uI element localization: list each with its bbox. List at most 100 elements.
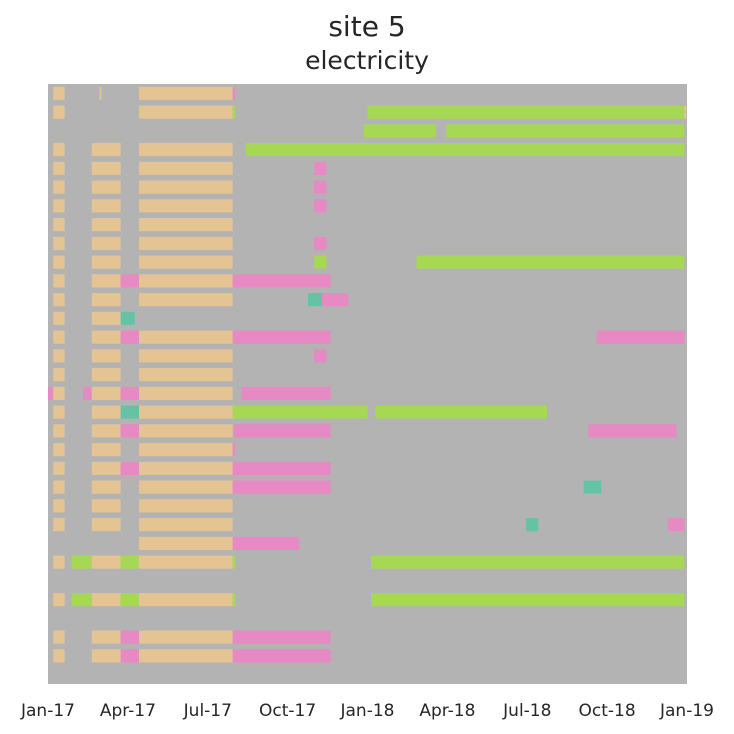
heatmap-cell-beige — [91, 630, 121, 644]
heatmap-cell-beige — [139, 480, 233, 494]
heatmap-cell-beige — [139, 86, 233, 100]
heatmap-cell-teal — [307, 293, 322, 307]
heatmap-cell-pink — [588, 424, 677, 438]
heatmap-cell-pink — [314, 349, 327, 363]
x-tick-label: Jan-18 — [340, 701, 395, 721]
heatmap-cell-beige — [53, 386, 65, 400]
heatmap-cell-green — [367, 105, 685, 119]
heatmap-cell-beige — [53, 86, 65, 100]
heatmap-cell-beige — [684, 105, 687, 119]
heatmap-cell-pink — [232, 649, 331, 663]
heatmap-cell-pink — [314, 236, 327, 250]
heatmap-cell-beige — [53, 161, 65, 175]
heatmap-cell-pink — [120, 424, 140, 438]
heatmap-cell-beige — [53, 105, 65, 119]
heatmap-cell-beige — [53, 311, 65, 325]
heatmap-cell-teal — [120, 405, 140, 419]
heatmap-cell-beige — [91, 161, 121, 175]
heatmap-cell-beige — [91, 255, 121, 269]
heatmap-cell-beige — [91, 405, 121, 419]
heatmap-cell-beige — [53, 293, 65, 307]
heatmap-cell-beige — [91, 386, 121, 400]
heatmap-cell-green — [120, 555, 140, 569]
heatmap-cell-green — [375, 405, 547, 419]
heatmap-cell-beige — [139, 424, 233, 438]
x-tick-label: Oct-17 — [259, 701, 316, 721]
heatmap-cell-beige — [91, 555, 121, 569]
heatmap-cell-beige — [91, 499, 121, 513]
heatmap-cell-beige — [91, 180, 121, 194]
heatmap-cell-pink — [120, 630, 140, 644]
heatmap-cell-beige — [53, 649, 65, 663]
heatmap-cell-beige — [53, 630, 65, 644]
heatmap-cell-pink — [241, 386, 331, 400]
heatmap-cell-pink — [48, 386, 54, 400]
heatmap-cell-beige — [139, 199, 233, 213]
heatmap-cell-beige — [53, 461, 65, 475]
heatmap-cell-pink — [232, 330, 331, 344]
heatmap-cell-beige — [91, 518, 121, 532]
heatmap-cell-pink — [120, 274, 140, 288]
heatmap-cell-beige — [139, 593, 233, 607]
heatmap-cell-beige — [91, 649, 121, 663]
heatmap-cell-beige — [91, 218, 121, 232]
heatmap-cell-beige — [53, 199, 65, 213]
heatmap-cell-beige — [139, 218, 233, 232]
heatmap-cell-green — [232, 105, 236, 119]
x-tick-label: Jul-18 — [502, 701, 551, 721]
heatmap-cell-green — [371, 593, 685, 607]
heatmap-cell-beige — [53, 143, 65, 157]
heatmap-cell-teal — [525, 518, 539, 532]
heatmap-cell-beige — [91, 199, 121, 213]
heatmap-cell-pink — [321, 293, 349, 307]
heatmap-cell-green — [232, 555, 236, 569]
heatmap-cell-green — [314, 255, 327, 269]
heatmap-cell-pink — [233, 424, 331, 438]
heatmap-cell-beige — [53, 255, 65, 269]
heatmap-cell-green — [371, 555, 685, 569]
heatmap-cell-pink — [314, 199, 327, 213]
heatmap-cell-green — [416, 255, 685, 269]
heatmap-cell-pink — [232, 86, 236, 100]
heatmap-cell-beige — [53, 443, 65, 457]
heatmap-cell-beige — [139, 499, 233, 513]
heatmap-cell-pink — [83, 386, 92, 400]
heatmap-cell-green — [446, 124, 685, 138]
heatmap-cell-beige — [91, 368, 121, 382]
x-tick-label: Jan-17 — [20, 701, 75, 721]
heatmap-cell-pink — [232, 536, 300, 550]
x-tick-label: Jan-19 — [659, 701, 714, 721]
heatmap-cell-pink — [232, 461, 331, 475]
heatmap-cell-pink — [120, 461, 140, 475]
heatmap-cell-pink — [667, 518, 685, 532]
heatmap-cell-beige — [139, 105, 233, 119]
heatmap-cell-pink — [232, 274, 331, 288]
heatmap-cell-beige — [139, 536, 233, 550]
heatmap-cell-green — [330, 405, 368, 419]
heatmap-cell-pink — [314, 180, 327, 194]
heatmap-cell-beige — [139, 443, 233, 457]
heatmap-cell-beige — [139, 236, 233, 250]
heatmap-cell-beige — [53, 218, 65, 232]
heatmap-cell-pink — [232, 630, 331, 644]
heatmap-cell-beige — [91, 236, 121, 250]
heatmap-cell-beige — [139, 386, 233, 400]
heatmap-cell-beige — [139, 161, 233, 175]
heatmap-cell-pink — [232, 443, 236, 457]
heatmap-cell-beige — [91, 143, 121, 157]
chart-title: site 5 — [328, 10, 406, 43]
heatmap-cell-beige — [139, 349, 233, 363]
heatmap-cell-pink — [314, 161, 327, 175]
heatmap-cell-beige — [139, 368, 233, 382]
heatmap-cell-beige — [139, 330, 233, 344]
heatmap-cell-beige — [139, 518, 233, 532]
heatmap-cell-beige — [139, 461, 233, 475]
heatmap-cell-green — [232, 405, 331, 419]
heatmap-cell-beige — [139, 630, 233, 644]
heatmap-cell-beige — [139, 293, 233, 307]
heatmap-cell-beige — [91, 480, 121, 494]
heatmap-cell-green — [357, 143, 685, 157]
heatmap-cell-pink — [596, 330, 685, 344]
heatmap-cell-green — [120, 593, 140, 607]
